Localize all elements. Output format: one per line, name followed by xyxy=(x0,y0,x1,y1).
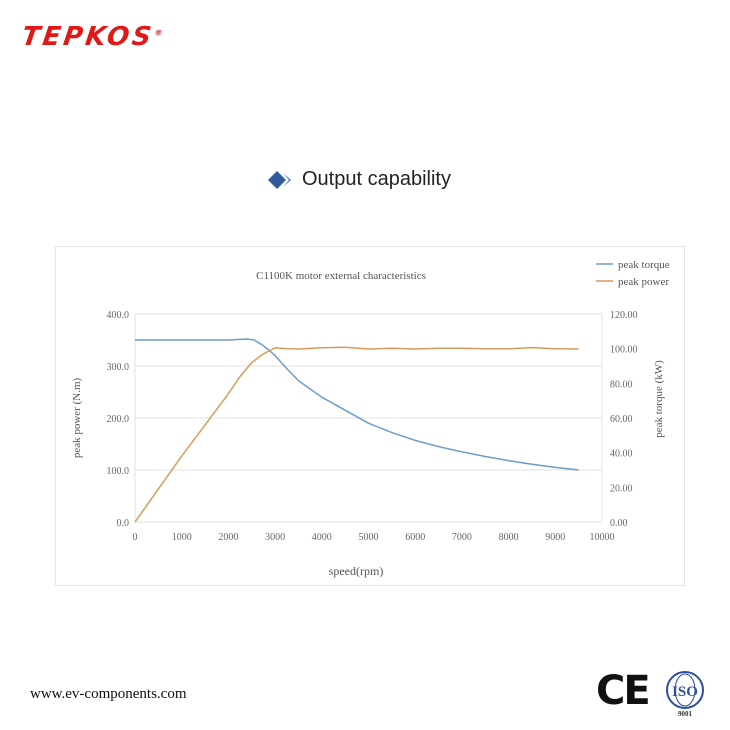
x-tick-label: 5000 xyxy=(359,532,379,543)
x-tick-label: 0 xyxy=(133,532,138,543)
legend-label: peak power xyxy=(618,276,669,288)
y-left-tick-label: 300.0 xyxy=(107,362,130,373)
x-tick-label: 4000 xyxy=(312,532,332,543)
y-left-axis-label: peak power (N.m) xyxy=(71,378,83,459)
iso-9001-badge: ISO 9001 xyxy=(666,671,704,718)
x-tick-label: 3000 xyxy=(265,532,285,543)
section-title: Output capability xyxy=(302,168,451,190)
y-right-tick-label: 0.00 xyxy=(610,518,628,529)
logo-text: TEPKOS xyxy=(19,22,156,52)
iso-number: 9001 xyxy=(678,710,693,718)
x-tick-label: 8000 xyxy=(499,532,519,543)
x-axis-label: speed(rpm) xyxy=(329,564,384,578)
ce-mark: CE xyxy=(596,668,651,714)
y-right-tick-label: 20.00 xyxy=(610,483,633,494)
diamond-icon xyxy=(268,170,291,189)
website-text: www.ev-components.com xyxy=(30,686,187,702)
chart-title: C1100K motor external characteristics xyxy=(256,270,426,282)
section-heading: Output capability xyxy=(268,168,451,191)
series-line-peak-power xyxy=(134,346,579,523)
y-left-tick-label: 0.0 xyxy=(117,518,130,529)
x-tick-label: 2000 xyxy=(218,532,238,543)
x-tick-label: 7000 xyxy=(452,532,472,543)
registered-mark: ® xyxy=(153,28,164,38)
y-right-tick-label: 80.00 xyxy=(610,379,633,390)
series-line-peak-torque xyxy=(135,338,579,471)
y-right-tick-label: 60.00 xyxy=(610,414,633,425)
x-tick-label: 10000 xyxy=(590,532,615,543)
chart-container: C1100K motor external characteristics 0.0… xyxy=(55,246,685,586)
tepkos-logo: TEPKOS® xyxy=(20,22,164,52)
legend-label: peak torque xyxy=(618,259,670,271)
iso-label: ISO xyxy=(672,684,698,700)
x-tick-label: 1000 xyxy=(172,532,192,543)
y-right-tick-label: 120.00 xyxy=(610,310,638,321)
x-tick-label: 9000 xyxy=(545,532,565,543)
y-right-axis-label: peak torque (kW) xyxy=(653,360,665,438)
y-left-tick-label: 100.0 xyxy=(107,466,130,477)
y-left-tick-label: 400.0 xyxy=(107,310,130,321)
y-left-tick-label: 200.0 xyxy=(107,414,130,425)
y-right-tick-label: 100.00 xyxy=(610,345,638,356)
x-tick-label: 6000 xyxy=(405,532,425,543)
chart: C1100K motor external characteristics 0.0… xyxy=(71,259,670,578)
y-right-tick-label: 40.00 xyxy=(610,449,633,460)
